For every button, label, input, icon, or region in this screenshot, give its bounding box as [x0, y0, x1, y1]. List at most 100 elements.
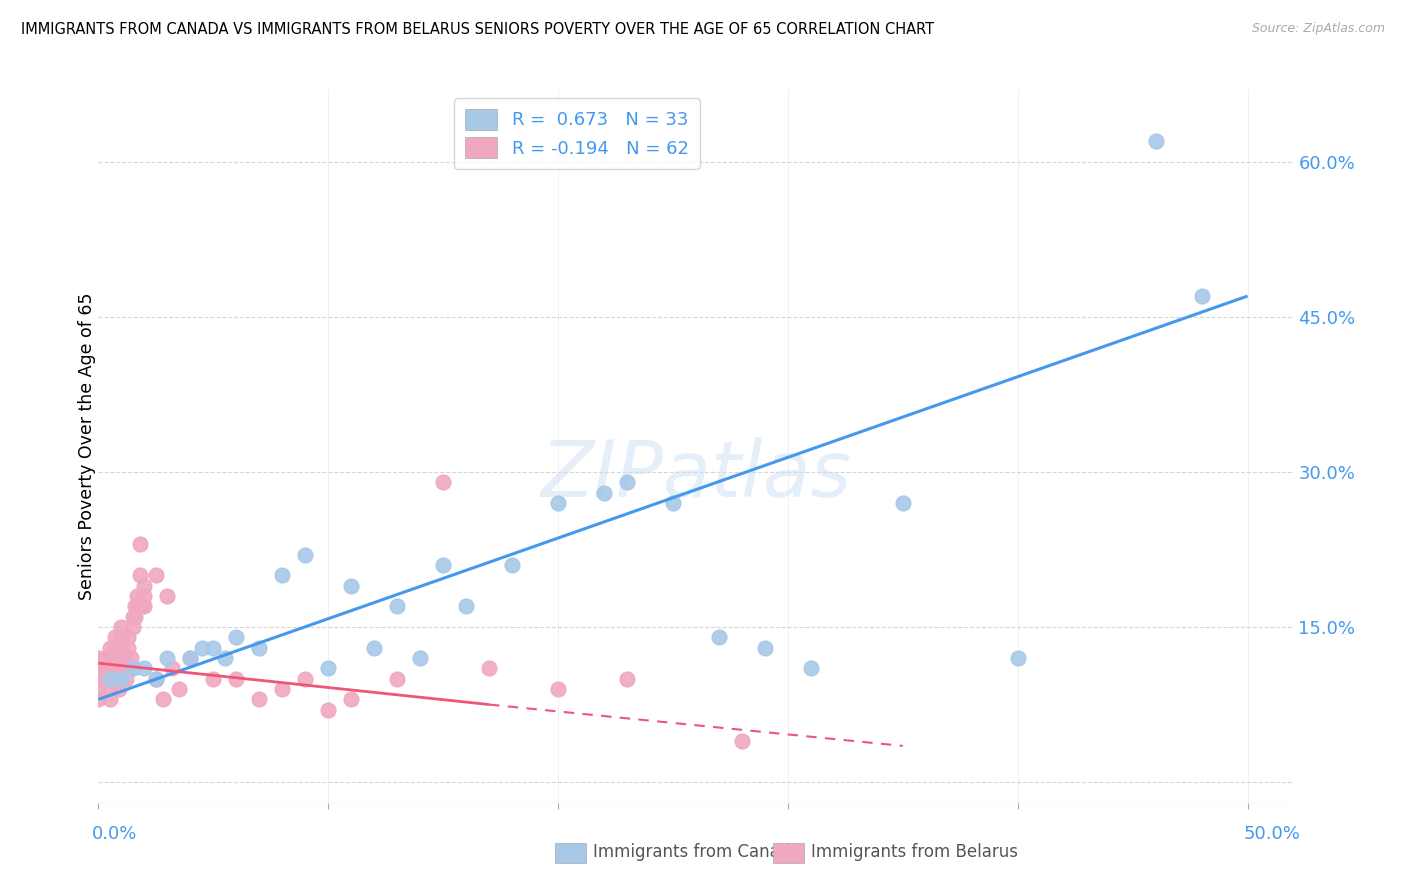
- Point: [98, 661, 121, 675]
- Point: [105, 651, 128, 665]
- Point: [754, 640, 776, 655]
- Text: Immigrants from Belarus: Immigrants from Belarus: [811, 843, 1018, 861]
- Point: [122, 609, 145, 624]
- Point: [134, 661, 156, 675]
- Point: [616, 475, 638, 490]
- Point: [103, 630, 125, 644]
- Point: [478, 661, 501, 675]
- Point: [98, 681, 121, 696]
- Point: [179, 651, 201, 665]
- Point: [593, 485, 616, 500]
- Point: [122, 620, 145, 634]
- Point: [247, 640, 270, 655]
- Point: [87, 681, 110, 696]
- Point: [134, 589, 156, 603]
- Point: [131, 599, 153, 614]
- Point: [87, 651, 110, 665]
- Point: [225, 672, 247, 686]
- Point: [385, 599, 409, 614]
- Point: [156, 651, 179, 665]
- Point: [662, 496, 685, 510]
- Point: [122, 661, 145, 675]
- Point: [87, 692, 110, 706]
- Point: [316, 661, 339, 675]
- Text: 0.0%: 0.0%: [91, 825, 136, 843]
- Y-axis label: Seniors Poverty Over the Age of 65: Seniors Poverty Over the Age of 65: [79, 293, 96, 599]
- Point: [432, 475, 454, 490]
- Point: [117, 640, 139, 655]
- Point: [108, 681, 131, 696]
- Point: [110, 630, 132, 644]
- Point: [179, 651, 201, 665]
- Text: Immigrants from Canada: Immigrants from Canada: [593, 843, 800, 861]
- Point: [363, 640, 385, 655]
- Point: [456, 599, 478, 614]
- Point: [547, 681, 569, 696]
- Point: [225, 630, 247, 644]
- Point: [616, 672, 638, 686]
- Point: [87, 672, 110, 686]
- Point: [202, 672, 225, 686]
- Point: [271, 681, 294, 696]
- Legend: R =  0.673   N = 33, R = -0.194   N = 62: R = 0.673 N = 33, R = -0.194 N = 62: [454, 98, 700, 169]
- Point: [124, 599, 146, 614]
- Point: [156, 589, 179, 603]
- Point: [98, 640, 121, 655]
- Point: [127, 589, 149, 603]
- Point: [501, 558, 523, 572]
- Point: [94, 672, 117, 686]
- Point: [98, 672, 121, 686]
- Point: [145, 568, 167, 582]
- Point: [108, 672, 131, 686]
- Point: [115, 661, 138, 675]
- Point: [103, 640, 125, 655]
- Point: [731, 733, 754, 747]
- Point: [134, 579, 156, 593]
- Point: [115, 672, 138, 686]
- Point: [127, 599, 149, 614]
- Point: [112, 651, 135, 665]
- Point: [1144, 134, 1167, 148]
- Point: [294, 672, 316, 686]
- Point: [271, 568, 294, 582]
- Point: [110, 620, 132, 634]
- Point: [134, 599, 156, 614]
- Point: [122, 661, 145, 675]
- Point: [340, 579, 363, 593]
- Point: [145, 672, 167, 686]
- Text: 50.0%: 50.0%: [1244, 825, 1301, 843]
- Point: [124, 609, 146, 624]
- Point: [152, 692, 174, 706]
- Point: [87, 661, 110, 675]
- Point: [247, 692, 270, 706]
- Point: [98, 672, 121, 686]
- Point: [167, 681, 190, 696]
- Point: [98, 651, 121, 665]
- Point: [110, 640, 132, 655]
- Point: [94, 661, 117, 675]
- Text: Source: ZipAtlas.com: Source: ZipAtlas.com: [1251, 22, 1385, 36]
- Point: [128, 537, 150, 551]
- Point: [340, 692, 363, 706]
- Point: [128, 568, 150, 582]
- Point: [316, 703, 339, 717]
- Point: [800, 661, 823, 675]
- Point: [707, 630, 730, 644]
- Point: [98, 692, 121, 706]
- Point: [94, 651, 117, 665]
- Point: [1007, 651, 1029, 665]
- Point: [432, 558, 454, 572]
- Point: [214, 651, 236, 665]
- Point: [191, 640, 214, 655]
- Point: [110, 672, 132, 686]
- Point: [1191, 289, 1213, 303]
- Point: [202, 640, 225, 655]
- Point: [547, 496, 569, 510]
- Point: [160, 661, 183, 675]
- Point: [120, 651, 142, 665]
- Point: [145, 672, 167, 686]
- Point: [117, 630, 139, 644]
- Point: [294, 548, 316, 562]
- Point: [105, 661, 128, 675]
- Text: ZIPatlas: ZIPatlas: [540, 436, 852, 513]
